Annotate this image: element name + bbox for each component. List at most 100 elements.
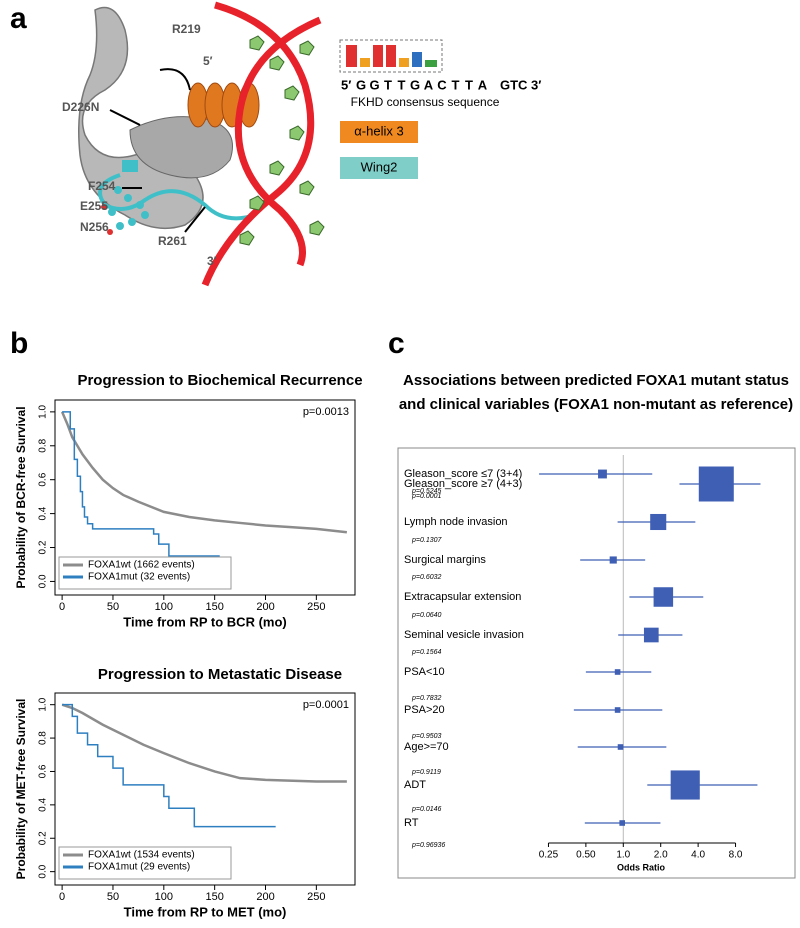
chart-title: Associations between predicted FOXA1 mut… [403,372,789,389]
survival-curve [62,411,220,557]
row-label: Gleason_score ≥7 (4+3) [404,478,522,490]
panel-label: a [10,2,27,35]
x-tick-label: 250 [307,891,325,903]
p-value: p=0.0001 [411,493,441,500]
p-value: p=0.96936 [411,842,445,849]
p-value: p=0.0146 [411,806,441,813]
x-axis-label: Time from RP to BCR (mo) [123,614,286,629]
estimate-box [650,513,667,531]
sequence-start: 5′ [341,77,351,92]
x-tick-label: 50 [107,891,119,903]
y-tick-label: 0.4 [38,797,49,811]
x-tick-label: 150 [205,891,223,903]
residue-label: 5′ [203,54,213,68]
row-label: PSA>20 [404,704,445,716]
p-value: p=0.7832 [411,695,441,702]
estimate-box [609,556,617,564]
x-tick-label: 4.0 [691,850,705,861]
sequence-letter: A [478,77,488,92]
chart-title: Progression to Metastatic Disease [98,666,342,683]
legend-label: FOXA1wt (1534 events) [88,850,195,861]
row-label: ADT [404,779,426,791]
estimate-box [598,469,607,479]
survival-curve [60,411,348,534]
x-tick-label: 100 [155,601,173,613]
estimate-box [614,669,621,675]
row-label: Surgical margins [404,554,486,566]
y-axis-label: Probability of BCR-free Survival [14,406,28,588]
p-value: p=0.5245 [411,488,441,495]
row-label: Lymph node invasion [404,516,508,528]
panel-label: b [10,327,28,360]
y-tick-label: 0.6 [38,472,49,486]
x-tick-label: 200 [256,601,274,613]
residue-label: R219 [172,22,201,36]
residue-label: E255 [80,199,108,213]
y-tick-label: 0.8 [38,731,49,745]
row-label: Gleason_score ≤7 (3+4) [404,468,522,480]
panel-label: c [388,327,405,360]
legend-label: FOXA1mut (32 events) [88,572,190,583]
p-value: p=0.9119 [411,769,441,776]
chart-title: and clinical variables (FOXA1 non-mutant… [399,396,793,413]
x-tick-label: 0.25 [539,850,559,861]
sequence-letter: G [369,77,379,92]
x-axis-label: Time from RP to MET (mo) [124,904,287,919]
legend-frame [58,846,232,880]
legend-box [340,121,418,143]
legend-frame [58,556,232,590]
estimate-box [653,587,674,607]
sequence-letter: T [465,77,473,92]
sequence-letter: T [384,77,392,92]
p-value: p=0.0640 [411,612,441,619]
estimate-box [698,466,734,502]
row-label: Seminal vesicle invasion [404,629,524,641]
legend-label: FOXA1wt (1662 events) [88,560,195,571]
p-value: p=0.6032 [411,574,441,581]
chart-title: Progression to Biochemical Recurrence [77,372,362,389]
sequence-letter: C [437,77,447,92]
residue-label: R261 [158,234,187,248]
y-tick-label: 0.0 [38,864,49,878]
p-value: p=0.9503 [411,733,441,740]
x-tick-label: 1.0 [616,850,630,861]
survival-curve [61,703,347,783]
p-value: p=0.0001 [303,699,349,711]
y-tick-label: 0.2 [38,540,49,554]
estimate-box [614,707,621,713]
x-tick-label: 50 [107,601,119,613]
survival-curve [62,703,276,828]
row-label: Age>=70 [404,741,449,753]
legend-label: FOXA1mut (29 events) [88,862,190,873]
estimate-box [643,627,659,643]
estimate-box [619,820,626,826]
residue-label: N256 [80,220,109,234]
row-label: PSA<10 [404,666,445,678]
sequence-letter: T [452,77,460,92]
y-tick-label: 0.4 [38,506,49,520]
p-value: p=0.1307 [411,537,442,544]
structure-art [78,1,443,287]
y-tick-label: 0.8 [38,438,49,452]
y-tick-label: 0.0 [38,574,49,588]
x-tick-label: 250 [307,601,325,613]
plot-frame [54,692,356,886]
x-tick-label: 0.50 [576,850,596,861]
caption: FKHD consensus sequence [351,95,500,109]
sequence-logo [346,45,437,67]
y-tick-label: 0.6 [38,764,49,778]
x-tick-label: 100 [155,891,173,903]
x-tick-label: 200 [256,891,274,903]
sequence-letter: G [410,77,420,92]
row-label: RT [404,817,419,829]
sequence-letter: G [356,77,366,92]
sequence-letter: A [424,77,434,92]
estimate-box [617,744,624,750]
p-value: p=0.1564 [411,649,441,656]
legend-label: Wing2 [361,159,398,174]
legend-box [340,157,418,179]
sequence-end: GTC 3′ [500,77,541,92]
y-axis-label: Probability of MET-free Survival [14,699,28,880]
p-value: p=0.0013 [303,406,349,418]
